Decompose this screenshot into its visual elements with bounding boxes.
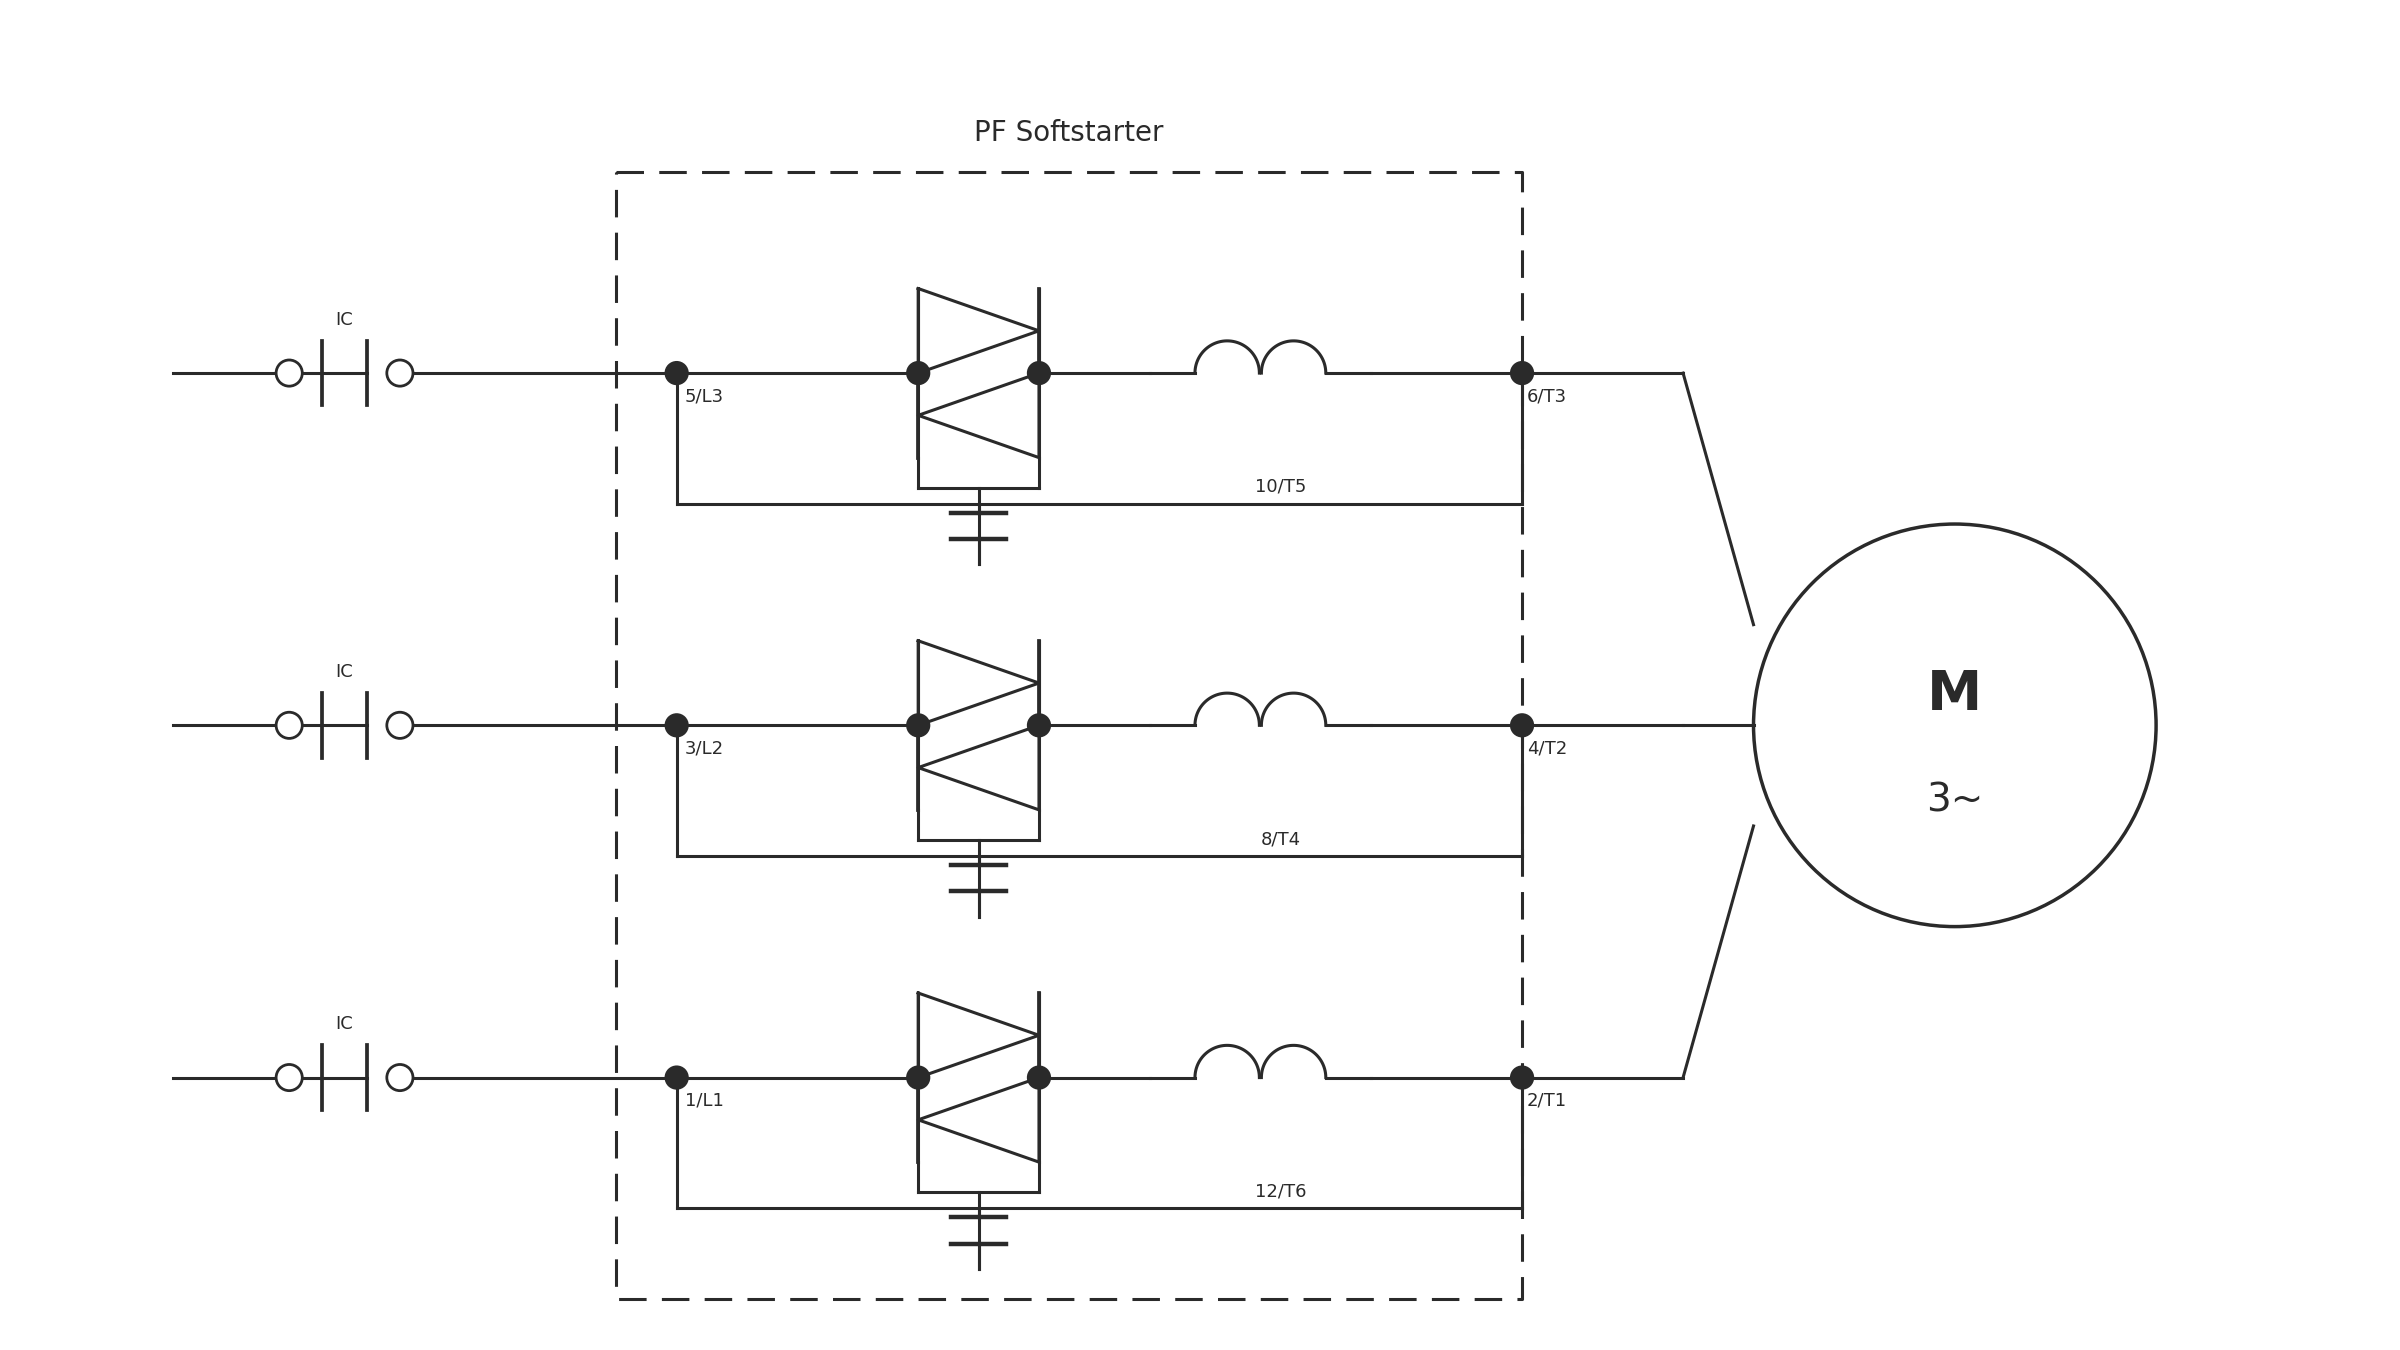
Text: PF Softstarter: PF Softstarter: [974, 119, 1164, 147]
Circle shape: [386, 360, 413, 386]
Text: IC: IC: [336, 310, 353, 329]
Text: 6/T3: 6/T3: [1526, 387, 1567, 405]
Circle shape: [907, 714, 929, 736]
Text: 8/T4: 8/T4: [1260, 830, 1301, 848]
Text: 4/T2: 4/T2: [1526, 740, 1567, 757]
Text: 3~: 3~: [1927, 782, 1982, 819]
Circle shape: [1512, 362, 1534, 385]
Circle shape: [1027, 1066, 1051, 1088]
Text: 10/T5: 10/T5: [1255, 478, 1306, 495]
Circle shape: [276, 360, 302, 386]
Text: 5/L3: 5/L3: [684, 387, 725, 405]
Text: 2/T1: 2/T1: [1526, 1092, 1567, 1110]
Text: 1/L1: 1/L1: [684, 1092, 722, 1110]
Text: IC: IC: [336, 663, 353, 680]
Text: 12/T6: 12/T6: [1255, 1183, 1306, 1200]
Circle shape: [907, 1066, 929, 1088]
Circle shape: [1027, 714, 1051, 736]
Circle shape: [1027, 362, 1051, 385]
Circle shape: [386, 1065, 413, 1091]
Text: M: M: [1927, 668, 1982, 722]
Text: 3/L2: 3/L2: [684, 740, 725, 757]
Circle shape: [665, 362, 689, 385]
Circle shape: [276, 713, 302, 738]
Circle shape: [386, 713, 413, 738]
Circle shape: [276, 1065, 302, 1091]
Circle shape: [665, 1066, 689, 1088]
Circle shape: [665, 714, 689, 736]
Circle shape: [1512, 1066, 1534, 1088]
Circle shape: [907, 362, 929, 385]
Text: IC: IC: [336, 1015, 353, 1033]
Circle shape: [1512, 714, 1534, 736]
